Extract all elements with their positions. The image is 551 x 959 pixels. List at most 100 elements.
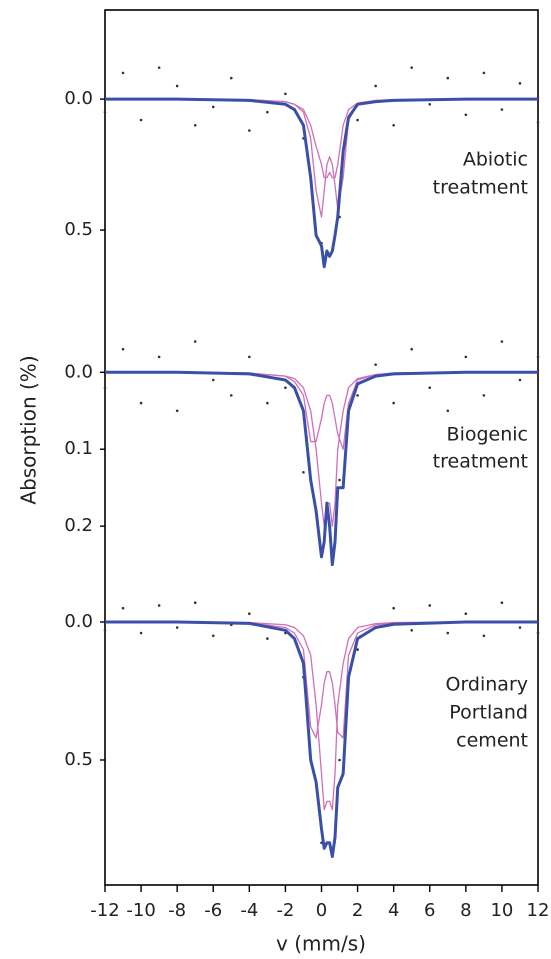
data-point xyxy=(482,634,486,638)
x-tick-label: 0 xyxy=(316,900,327,921)
data-point xyxy=(374,84,377,88)
data-point xyxy=(392,401,395,405)
data-point xyxy=(266,110,269,114)
y-tick-label: 0.0 xyxy=(64,361,93,382)
y-tick-label: 0.0 xyxy=(64,88,93,109)
data-point xyxy=(536,631,540,635)
data-point xyxy=(302,471,305,474)
data-point xyxy=(410,66,414,69)
data-point xyxy=(229,76,233,80)
data-point xyxy=(211,634,215,638)
x-tick-label: -2 xyxy=(276,900,294,921)
data-point xyxy=(518,82,522,85)
x-tick-label: -8 xyxy=(168,900,186,921)
data-point xyxy=(266,401,269,405)
data-point xyxy=(446,409,450,413)
data-point xyxy=(536,355,540,359)
data-point xyxy=(356,394,359,397)
spectrum-line xyxy=(105,370,538,567)
data-point xyxy=(464,612,468,616)
data-point xyxy=(266,637,269,640)
data-point xyxy=(374,363,377,366)
y-tick-label: 0.5 xyxy=(64,219,93,240)
data-point xyxy=(410,347,414,351)
data-point xyxy=(211,378,215,382)
data-point xyxy=(284,92,287,96)
data-point xyxy=(248,355,251,359)
data-point xyxy=(157,604,161,607)
data-point xyxy=(518,378,522,382)
x-tick-label: 10 xyxy=(490,900,513,921)
data-point xyxy=(446,631,450,635)
x-tick-label: -12 xyxy=(90,900,119,921)
data-point xyxy=(464,355,468,359)
data-point xyxy=(446,76,450,80)
spectrum-line xyxy=(105,371,538,527)
data-point xyxy=(121,71,125,75)
panel-label: Biogenic xyxy=(447,424,528,446)
panel-label: Ordinary xyxy=(445,674,528,696)
data-point xyxy=(157,66,161,69)
data-point xyxy=(248,129,251,132)
data-point xyxy=(103,386,107,389)
data-point xyxy=(392,606,395,610)
y-tick-label: 0.5 xyxy=(64,749,93,770)
data-point xyxy=(464,113,468,117)
data-point xyxy=(229,394,233,397)
data-point xyxy=(392,123,395,127)
data-point xyxy=(284,386,287,389)
data-point xyxy=(193,340,197,343)
panel-label: Abiotic xyxy=(463,149,528,171)
data-point xyxy=(482,71,486,75)
data-point xyxy=(338,478,341,482)
data-point xyxy=(157,355,161,359)
x-tick-label: 4 xyxy=(388,900,399,921)
x-tick-label: 12 xyxy=(527,900,550,921)
y-axis-label: Absorption (%) xyxy=(17,355,41,504)
data-point xyxy=(139,118,143,122)
data-point xyxy=(103,628,107,632)
y-tick-label: 0.2 xyxy=(64,515,93,536)
x-tick-label: -6 xyxy=(204,900,222,921)
data-point xyxy=(356,648,359,651)
x-tick-label: -10 xyxy=(126,900,155,921)
panel-label: treatment xyxy=(433,177,528,199)
data-point xyxy=(500,601,504,604)
y-tick-label: 0.0 xyxy=(64,611,93,632)
data-point xyxy=(103,110,107,114)
x-axis-label: v (mm/s) xyxy=(276,932,366,956)
panel-label: treatment xyxy=(433,451,528,473)
x-tick-label: 2 xyxy=(352,900,363,921)
data-point xyxy=(248,612,251,616)
data-point xyxy=(536,121,540,124)
panel-label: cement xyxy=(456,730,528,752)
panel-label: Portland xyxy=(449,702,528,724)
data-point xyxy=(193,601,197,604)
spectrum-line xyxy=(105,620,538,859)
data-point xyxy=(428,103,432,106)
data-point xyxy=(175,409,179,413)
data-point xyxy=(193,123,197,127)
data-point xyxy=(175,626,179,629)
x-tick-label: 6 xyxy=(424,900,435,921)
data-point xyxy=(518,626,522,629)
x-tick-label: 8 xyxy=(460,900,471,921)
data-point xyxy=(428,604,432,607)
data-point xyxy=(139,631,143,635)
plot-frame xyxy=(104,9,539,886)
data-point xyxy=(211,105,215,109)
spectrum-line xyxy=(105,621,538,739)
data-point xyxy=(121,347,125,351)
data-point xyxy=(121,606,125,610)
data-point xyxy=(356,118,359,122)
data-point xyxy=(428,386,432,389)
spectrum-line xyxy=(105,97,538,269)
data-point xyxy=(338,758,341,762)
spectrum-line xyxy=(105,621,538,811)
data-point xyxy=(139,401,143,405)
data-point xyxy=(482,394,486,397)
data-point xyxy=(500,108,504,111)
y-tick-label: 0.1 xyxy=(64,438,93,459)
data-point xyxy=(500,340,504,343)
